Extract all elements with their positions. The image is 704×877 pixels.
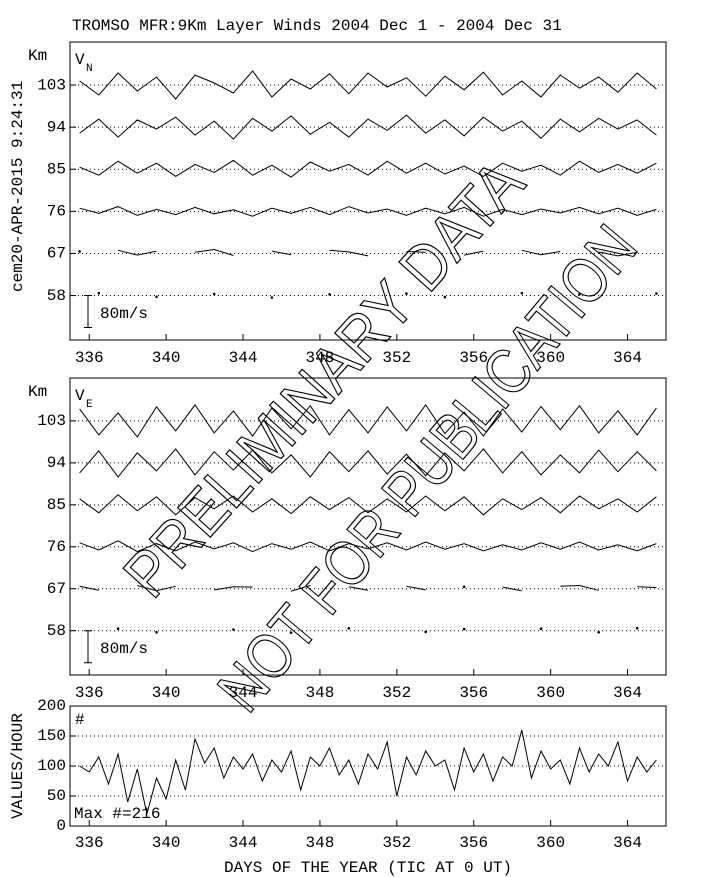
point xyxy=(116,627,120,631)
y-tick-label: 100 xyxy=(37,757,66,775)
x-tick-label: 340 xyxy=(152,834,181,852)
point xyxy=(155,295,158,299)
annotation: Max #=216 xyxy=(74,805,160,823)
y-tick-label: 200 xyxy=(37,697,66,715)
trace xyxy=(79,114,657,140)
x-tick-label: 360 xyxy=(536,684,565,702)
marker-label: # xyxy=(75,711,85,729)
trace xyxy=(117,248,638,257)
component-label: V xyxy=(75,51,85,69)
plot-frame xyxy=(69,377,667,676)
y-axis-label: Km xyxy=(28,383,47,401)
trace xyxy=(79,540,657,553)
title: TROMSO MFR:9Km Layer Winds 2004 Dec 1 - … xyxy=(72,17,562,35)
x-tick-label: 356 xyxy=(459,684,488,702)
x-tick-label: 336 xyxy=(75,684,104,702)
trace xyxy=(79,206,657,217)
scale-bar xyxy=(84,630,92,664)
x-tick-label: 352 xyxy=(382,349,411,367)
x-tick-label: 352 xyxy=(382,834,411,852)
y-tick-label: 0 xyxy=(56,817,66,835)
y-tick-label: 58 xyxy=(47,287,66,305)
point xyxy=(462,585,466,589)
y-tick-label: 67 xyxy=(47,245,66,263)
x-tick-label: 344 xyxy=(229,349,258,367)
trace xyxy=(79,404,657,438)
trace xyxy=(79,159,657,178)
x-tick-label: 360 xyxy=(536,834,565,852)
y-tick-label: 58 xyxy=(47,622,66,640)
y-tick-label: 103 xyxy=(37,76,66,94)
point xyxy=(635,627,639,630)
y-tick-label: 85 xyxy=(47,160,66,178)
point xyxy=(655,292,658,295)
trace xyxy=(79,448,657,478)
point xyxy=(424,630,427,634)
point xyxy=(78,250,81,253)
point xyxy=(539,627,543,631)
trace xyxy=(79,729,657,815)
y-tick-label: 94 xyxy=(47,118,66,136)
point xyxy=(270,296,274,299)
point xyxy=(97,291,101,295)
y-tick-label: 67 xyxy=(47,580,66,598)
x-tick-label: 336 xyxy=(75,349,104,367)
plot-frame xyxy=(69,41,667,341)
point xyxy=(405,292,408,295)
x-tick-label: 356 xyxy=(459,834,488,852)
x-tick-label: 348 xyxy=(306,349,335,367)
y-tick-label: 103 xyxy=(37,412,66,430)
x-tick-label: 348 xyxy=(306,834,335,852)
y-tick-label: 50 xyxy=(47,787,66,805)
x-tick-label: 340 xyxy=(152,684,181,702)
x-tick-label: 364 xyxy=(613,684,642,702)
stamp: cem20-APR-2015 9:24:31 xyxy=(9,81,27,292)
point xyxy=(328,293,331,296)
scale-bar-label: 80m/s xyxy=(100,305,148,323)
point xyxy=(443,295,447,299)
x-tick-label: 356 xyxy=(459,349,488,367)
component-subscript: N xyxy=(86,63,93,75)
point xyxy=(520,291,524,295)
y-axis-label: Km xyxy=(28,47,47,65)
x-tick-label: 348 xyxy=(306,684,335,702)
x-tick-label: 344 xyxy=(229,684,258,702)
point xyxy=(347,627,351,630)
point xyxy=(155,631,158,634)
x-tick-label: 364 xyxy=(613,349,642,367)
x-tick-label: 360 xyxy=(536,349,565,367)
x-axis-label: DAYS OF THE YEAR (TIC AT 0 UT) xyxy=(224,859,512,877)
trace xyxy=(79,70,657,100)
point xyxy=(212,292,216,296)
y-tick-label: 76 xyxy=(47,203,66,221)
y-tick-label: 85 xyxy=(47,496,66,514)
point xyxy=(462,627,466,631)
scale-bar-label: 80m/s xyxy=(100,640,148,658)
x-tick-label: 336 xyxy=(75,834,104,852)
scale-bar xyxy=(84,295,92,329)
trace xyxy=(79,494,657,516)
x-tick-label: 344 xyxy=(229,834,258,852)
y-tick-label: 94 xyxy=(47,454,66,472)
y-tick-label: 150 xyxy=(37,727,66,745)
component-label: V xyxy=(75,387,85,405)
x-tick-label: 352 xyxy=(382,684,411,702)
point xyxy=(597,631,601,634)
x-tick-label: 340 xyxy=(152,349,181,367)
point xyxy=(578,293,581,296)
y-tick-label: 76 xyxy=(47,538,66,556)
trace xyxy=(79,584,657,592)
x-tick-label: 364 xyxy=(613,834,642,852)
point xyxy=(289,631,293,635)
point xyxy=(232,628,235,631)
y-axis-label: VALUES/HOUR xyxy=(9,713,27,819)
component-subscript: E xyxy=(86,399,93,411)
